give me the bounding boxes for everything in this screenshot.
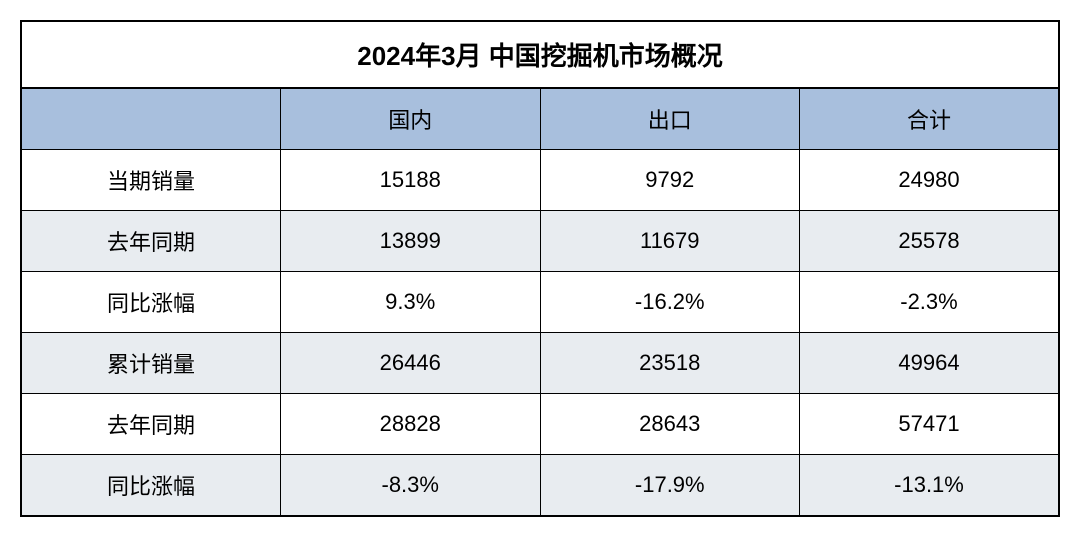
table-row: 当期销量 15188 9792 24980 <box>21 150 1059 211</box>
header-export: 出口 <box>540 88 800 150</box>
title-row: 2024年3月 中国挖掘机市场概况 <box>21 21 1059 88</box>
cell-value: -8.3% <box>281 455 541 517</box>
cell-value: 28828 <box>281 394 541 455</box>
cell-value: -13.1% <box>800 455 1060 517</box>
row-label: 累计销量 <box>21 333 281 394</box>
cell-value: -17.9% <box>540 455 800 517</box>
market-table-container: 2024年3月 中国挖掘机市场概况 国内 出口 合计 当期销量 15188 97… <box>20 20 1060 517</box>
table-row: 去年同期 28828 28643 57471 <box>21 394 1059 455</box>
cell-value: 9792 <box>540 150 800 211</box>
cell-value: 28643 <box>540 394 800 455</box>
table-title: 2024年3月 中国挖掘机市场概况 <box>21 21 1059 88</box>
cell-value: 25578 <box>800 211 1060 272</box>
market-table: 2024年3月 中国挖掘机市场概况 国内 出口 合计 当期销量 15188 97… <box>20 20 1060 517</box>
header-row: 国内 出口 合计 <box>21 88 1059 150</box>
cell-value: 23518 <box>540 333 800 394</box>
cell-value: 49964 <box>800 333 1060 394</box>
table-row: 同比涨幅 9.3% -16.2% -2.3% <box>21 272 1059 333</box>
table-row: 累计销量 26446 23518 49964 <box>21 333 1059 394</box>
row-label: 同比涨幅 <box>21 272 281 333</box>
header-blank <box>21 88 281 150</box>
table-body: 当期销量 15188 9792 24980 去年同期 13899 11679 2… <box>21 150 1059 517</box>
row-label: 同比涨幅 <box>21 455 281 517</box>
cell-value: 13899 <box>281 211 541 272</box>
cell-value: 15188 <box>281 150 541 211</box>
header-domestic: 国内 <box>281 88 541 150</box>
cell-value: 9.3% <box>281 272 541 333</box>
row-label: 去年同期 <box>21 211 281 272</box>
cell-value: -2.3% <box>800 272 1060 333</box>
row-label: 去年同期 <box>21 394 281 455</box>
row-label: 当期销量 <box>21 150 281 211</box>
cell-value: 11679 <box>540 211 800 272</box>
cell-value: -16.2% <box>540 272 800 333</box>
table-row: 同比涨幅 -8.3% -17.9% -13.1% <box>21 455 1059 517</box>
cell-value: 24980 <box>800 150 1060 211</box>
table-row: 去年同期 13899 11679 25578 <box>21 211 1059 272</box>
cell-value: 26446 <box>281 333 541 394</box>
cell-value: 57471 <box>800 394 1060 455</box>
header-total: 合计 <box>800 88 1060 150</box>
